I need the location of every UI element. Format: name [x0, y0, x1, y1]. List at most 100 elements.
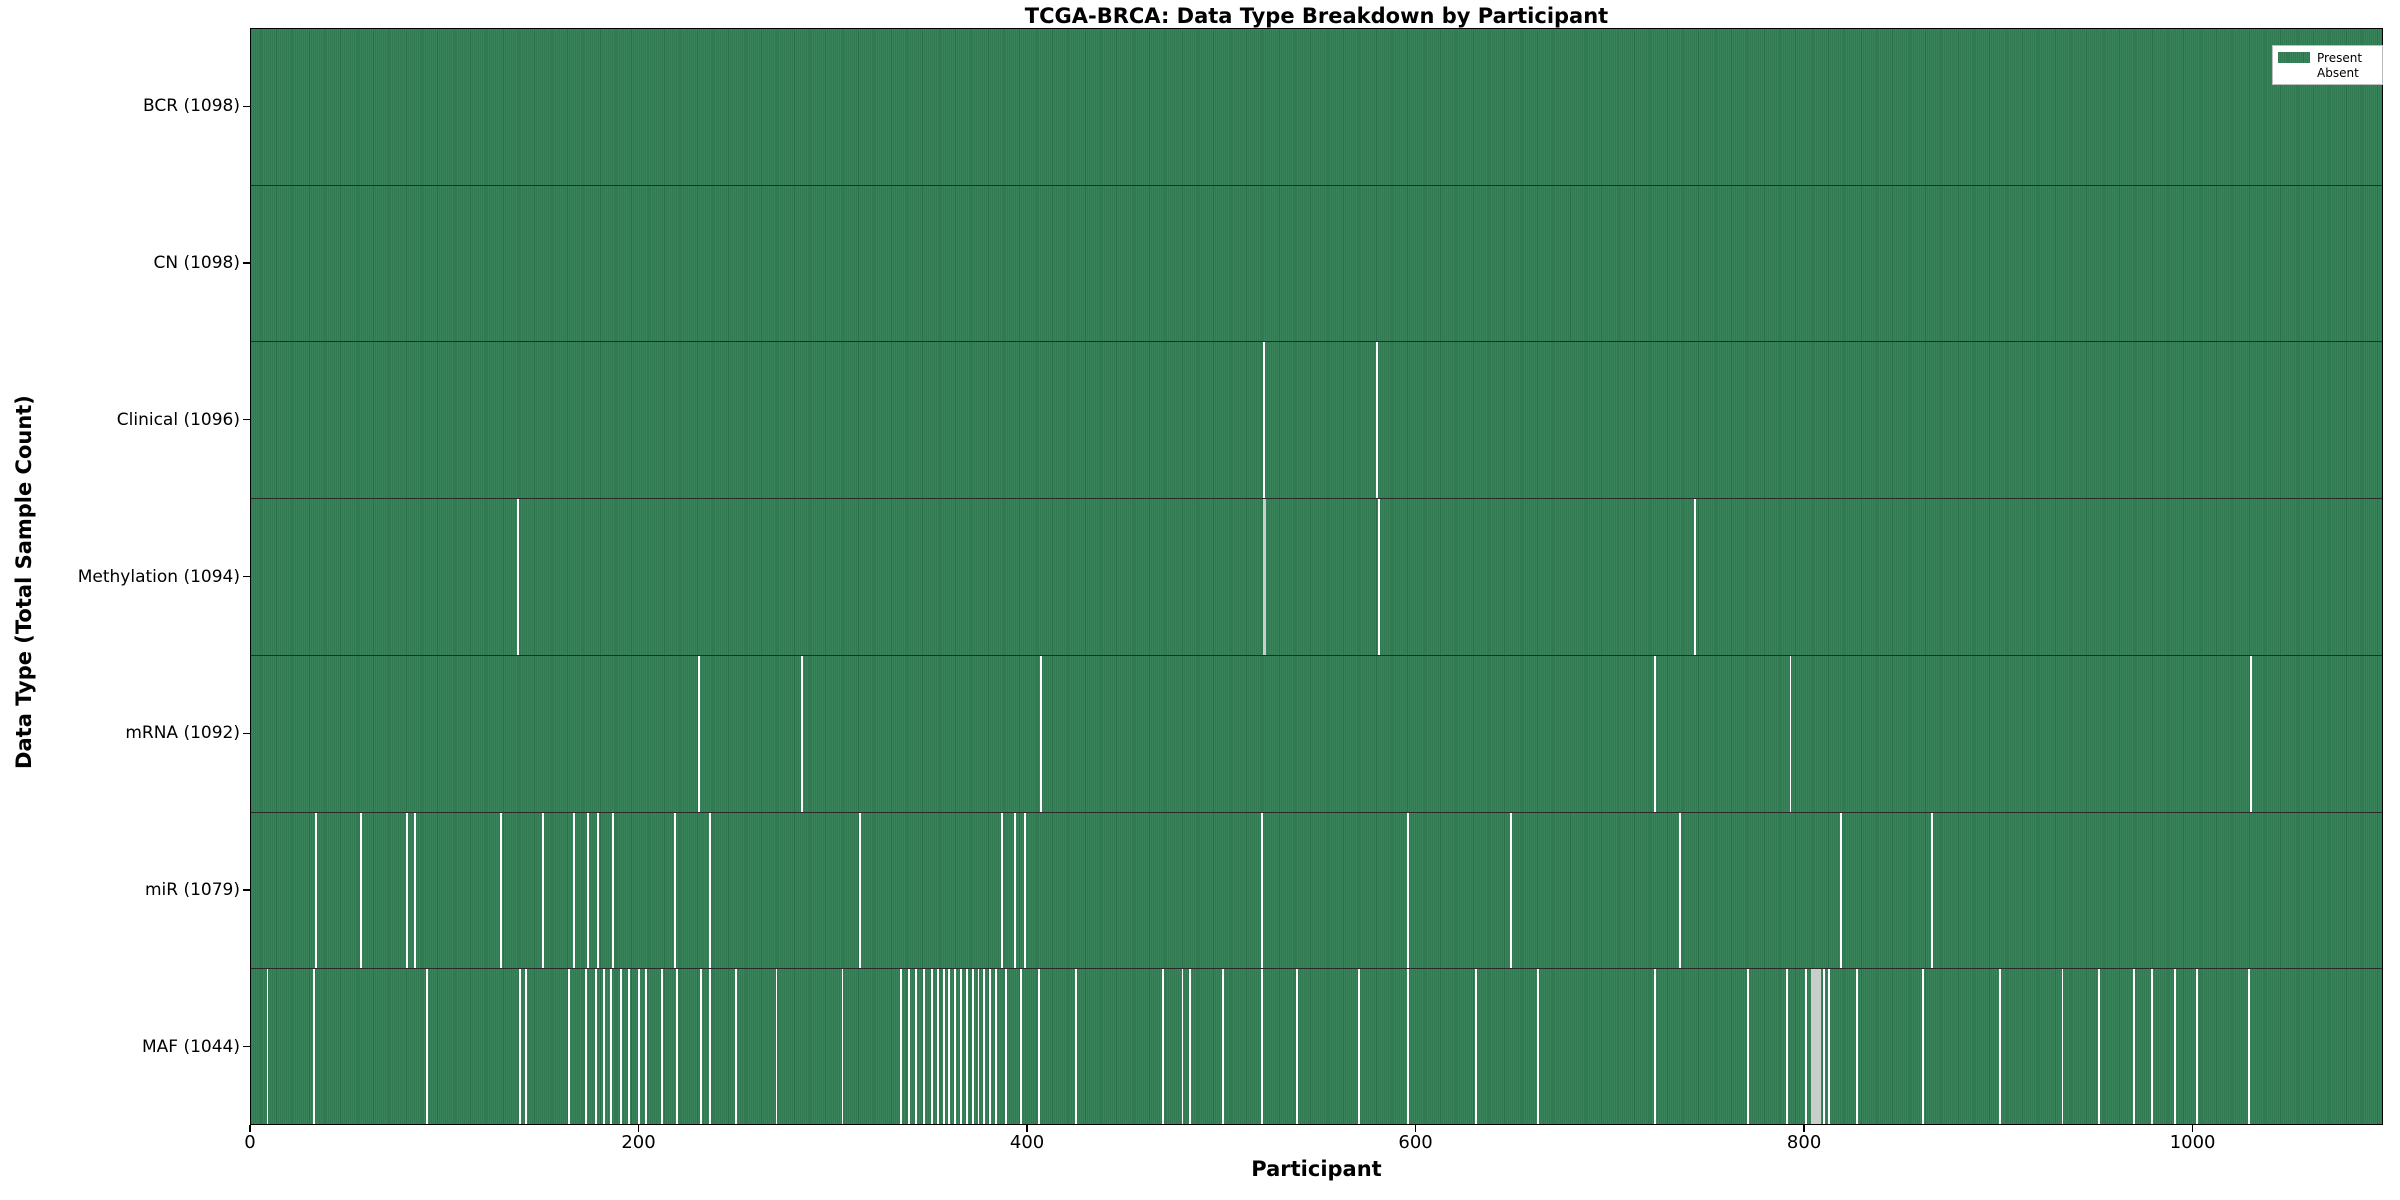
heatmap-absent-cell: [1004, 969, 1007, 1124]
y-axis-label: Data Type (Total Sample Count): [12, 395, 36, 769]
x-axis-tick-label: 200: [621, 1132, 656, 1153]
heatmap-row-present-fill: [251, 655, 2382, 812]
legend-label-absent: Absent: [2317, 65, 2359, 80]
y-axis-tick-label: Clinical (1096): [116, 409, 240, 430]
heatmap-absent-cell: [587, 812, 589, 969]
heatmap-absent-cell: [674, 812, 677, 969]
heatmap-row-present-fill: [251, 969, 2382, 1124]
heatmap-absent-cell: [637, 969, 640, 1124]
heatmap-absent-cell: [977, 969, 980, 1124]
legend-item-present[interactable]: Present: [2278, 50, 2377, 65]
heatmap-absent-cell: [1931, 812, 1934, 969]
y-axis-tick-mark: [243, 105, 250, 108]
heatmap-row[interactable]: [251, 812, 2382, 970]
heatmap-absent-cell: [1037, 969, 1040, 1124]
heatmap-row[interactable]: [251, 655, 2382, 813]
heatmap-absent-cell: [499, 812, 502, 969]
heatmap-absent-cell: [1181, 969, 1184, 1124]
x-axis-tick-mark: [1803, 1125, 1805, 1132]
heatmap-absent-cell: [517, 499, 520, 655]
heatmap-absent-cell: [1406, 812, 1409, 969]
heatmap-absent-cell: [612, 812, 615, 969]
heatmap-absent-cell: [1189, 969, 1192, 1124]
heatmap-absent-cell: [1653, 655, 1656, 812]
heatmap-absent-cell: [1020, 969, 1023, 1124]
present-swatch-icon: [2278, 52, 2310, 63]
heatmap-absent-cell: [573, 812, 576, 969]
heatmap-plot-area[interactable]: [250, 28, 2383, 1125]
heatmap-row[interactable]: [251, 29, 2382, 186]
heatmap-absent-cell: [954, 969, 957, 1124]
heatmap-absent-cell: [907, 969, 910, 1124]
heatmap-row-present-fill: [251, 499, 2382, 655]
heatmap-absent-cell: [1263, 342, 1266, 499]
heatmap-absent-cell: [414, 812, 417, 969]
x-axis-tick-label: 400: [1009, 1132, 1045, 1153]
heatmap-absent-cell: [948, 969, 951, 1124]
heatmap-absent-cell: [1296, 969, 1299, 1124]
heatmap-absent-cell: [709, 812, 712, 969]
heatmap-absent-cell: [567, 969, 570, 1124]
heatmap-absent-cell: [1678, 812, 1681, 969]
heatmap-row-present-fill: [251, 29, 2382, 185]
heatmap-absent-cell: [1261, 969, 1264, 1124]
chart-legend[interactable]: Present Absent: [2272, 45, 2383, 85]
heatmap-absent-cell: [425, 969, 428, 1124]
legend-item-absent[interactable]: Absent: [2278, 65, 2377, 80]
x-axis-tick-mark: [2191, 1125, 2194, 1132]
x-axis-label: Participant: [1251, 1157, 1382, 1181]
y-axis-tick-label: MAF (1044): [141, 1036, 240, 1057]
heatmap-absent-cell: [859, 812, 861, 969]
heatmap-absent-cell: [1694, 499, 1697, 655]
heatmap-absent-cell: [1263, 499, 1267, 655]
heatmap-absent-cell: [995, 969, 997, 1124]
heatmap-absent-cell: [841, 969, 844, 1124]
heatmap-absent-cell: [1074, 969, 1077, 1124]
y-axis-tick-mark: [243, 575, 250, 578]
heatmap-absent-cell: [610, 969, 613, 1124]
heatmap-absent-cell: [1000, 812, 1003, 969]
heatmap-row[interactable]: [251, 185, 2382, 343]
heatmap-absent-cell: [697, 655, 700, 812]
heatmap-absent-cell: [899, 969, 902, 1124]
heatmap-absent-cell: [971, 969, 974, 1124]
heatmap-row[interactable]: [251, 969, 2382, 1124]
heatmap-row[interactable]: [251, 499, 2382, 656]
heatmap-absent-cell: [359, 812, 362, 969]
heatmap-absent-cell: [406, 812, 409, 969]
heatmap-row-present-fill: [251, 185, 2382, 342]
heatmap-absent-cell: [2174, 969, 2177, 1124]
y-axis-tick-mark: [243, 262, 250, 264]
heatmap-absent-cell: [266, 969, 269, 1124]
heatmap-absent-cell: [1822, 969, 1825, 1124]
heatmap-absent-cell: [620, 969, 623, 1124]
heatmap-absent-cell: [1653, 969, 1656, 1124]
y-axis-tick-mark: [243, 732, 250, 734]
heatmap-absent-cell: [775, 969, 778, 1124]
heatmap-absent-cell: [602, 969, 605, 1124]
heatmap-absent-cell: [709, 969, 712, 1124]
heatmap-absent-cell: [2098, 969, 2101, 1124]
heatmap-absent-cell: [1828, 969, 1831, 1124]
heatmap-absent-cell: [1377, 499, 1380, 655]
y-axis-tick-mark: [243, 419, 250, 421]
x-axis-tick-label: 0: [244, 1132, 256, 1153]
heatmap-absent-cell: [1999, 969, 2002, 1124]
heatmap-absent-cell: [524, 969, 527, 1124]
heatmap-absent-cell: [936, 969, 939, 1124]
heatmap-absent-cell: [1921, 969, 1924, 1124]
heatmap-absent-cell: [930, 969, 933, 1124]
heatmap-absent-cell: [1509, 812, 1512, 969]
heatmap-absent-cell: [1024, 812, 1027, 969]
heatmap-row[interactable]: [251, 342, 2382, 500]
heatmap-row-present-fill: [251, 342, 2382, 499]
y-axis-tick-label: mRNA (1092): [125, 723, 240, 744]
heatmap-absent-cell: [734, 969, 737, 1124]
x-axis-tick-mark: [1026, 1125, 1028, 1132]
x-axis-tick-mark: [637, 1125, 640, 1132]
absent-swatch-icon: [2278, 67, 2310, 78]
heatmap-absent-cell: [989, 969, 992, 1124]
heatmap-absent-cell: [1805, 969, 1808, 1124]
heatmap-absent-cell: [1261, 812, 1264, 969]
